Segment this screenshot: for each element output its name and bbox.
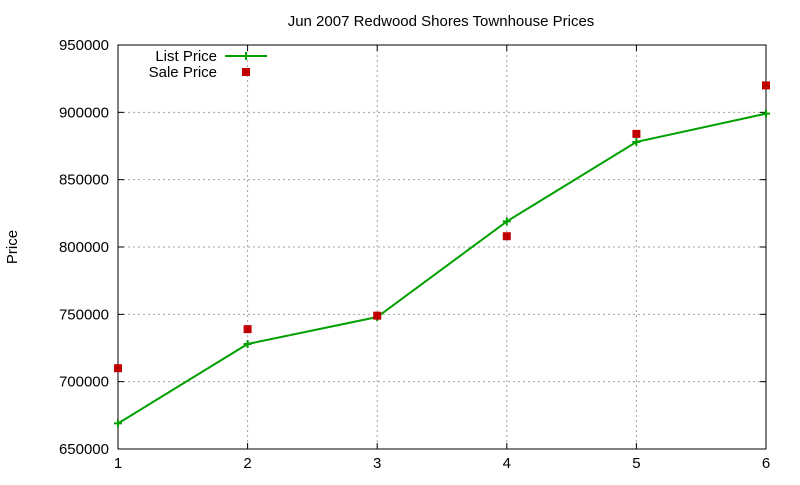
legend-label: List Price (155, 48, 217, 65)
y-tick-label: 800000 (59, 239, 109, 256)
x-tick-label: 4 (503, 455, 511, 472)
list-price-line (117, 112, 767, 425)
sale-price-point (373, 311, 382, 320)
x-tick-label: 2 (243, 455, 251, 472)
grid-lines (118, 45, 766, 449)
y-tick-label: 850000 (59, 172, 109, 189)
list-price-point (114, 419, 122, 428)
x-tick-label: 3 (373, 455, 381, 472)
y-axis-label: Price (4, 230, 21, 264)
legend-plus-marker (242, 52, 250, 60)
x-tick-label: 5 (632, 455, 640, 472)
y-tick-label: 900000 (59, 104, 109, 121)
axis-ticks: 1 2 3 4 5 6 650000 700000 750000 800000 850000 9000… (59, 37, 770, 472)
list-price-point (632, 137, 641, 146)
x-tick-label: 6 (762, 455, 770, 472)
chart-title: Jun 2007 Redwood Shores Townhouse Prices (288, 13, 595, 30)
y-tick-label: 950000 (59, 37, 109, 54)
series-sale-price (114, 81, 770, 373)
list-price-point (243, 339, 252, 348)
series-layer (114, 81, 770, 428)
sale-price-point (243, 325, 252, 334)
list-price-point (762, 109, 770, 118)
sale-price-point (502, 232, 511, 241)
series-list-price (114, 109, 770, 428)
list-price-point (502, 217, 511, 226)
y-tick-label: 700000 (59, 374, 109, 391)
legend-square-marker (242, 68, 250, 76)
legend-label: Sale Price (149, 64, 217, 81)
sale-price-point (632, 129, 641, 138)
y-tick-label: 750000 (59, 306, 109, 323)
sale-price-point (762, 81, 770, 90)
sale-price-point (114, 364, 122, 373)
y-tick-label: 650000 (59, 441, 109, 458)
x-tick-label: 1 (114, 455, 122, 472)
